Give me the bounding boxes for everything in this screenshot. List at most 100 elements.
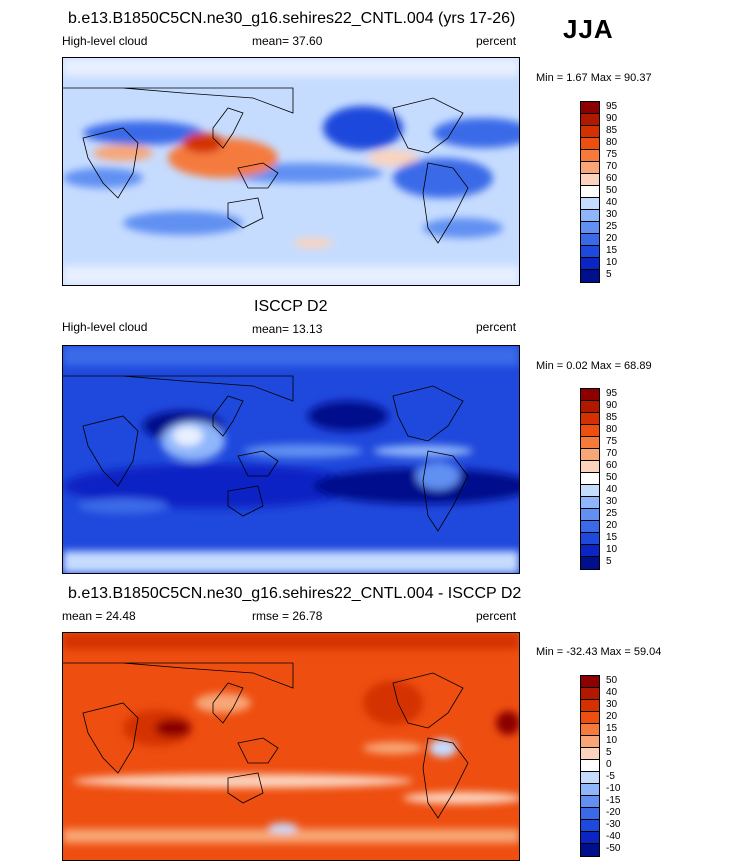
- colorbar-swatch: [581, 497, 599, 509]
- panel1-left-label: High-level cloud: [62, 34, 148, 48]
- colorbar-tick-label: 40: [606, 197, 618, 208]
- colorbar-tick-label: 60: [606, 173, 618, 184]
- colorbar-tick-label: 90: [606, 113, 618, 124]
- colorbar-swatch: [581, 521, 599, 533]
- colorbar-tick-label: 20: [606, 233, 618, 244]
- colorbar-tick-label: 80: [606, 424, 618, 435]
- colorbar-swatch: [581, 533, 599, 545]
- colorbar-tick-label: 0: [606, 759, 612, 770]
- colorbar-tick-label: 50: [606, 472, 618, 483]
- colorbar-tick-label: 15: [606, 245, 618, 256]
- colorbar-swatch: [581, 712, 599, 724]
- colorbar-tick-label: 15: [606, 723, 618, 734]
- colorbar-swatch: [581, 485, 599, 497]
- colorbar-swatch: [581, 676, 599, 688]
- panel2-map: [62, 345, 520, 574]
- colorbar-tick-label: 20: [606, 711, 618, 722]
- panel1-map-field: [63, 58, 519, 285]
- colorbar-swatch: [581, 748, 599, 760]
- panel3-mean: mean = 24.48: [62, 609, 136, 623]
- colorbar-tick-label: -15: [606, 795, 621, 806]
- colorbar-swatch: [581, 700, 599, 712]
- colorbar-tick-label: 5: [606, 556, 612, 567]
- colorbar-tick-label: -30: [606, 819, 621, 830]
- panel2-minmax: Min = 0.02 Max = 68.89: [536, 360, 652, 372]
- colorbar-tick-label: -20: [606, 807, 621, 818]
- colorbar-swatch: [581, 557, 599, 569]
- colorbar-tick-label: -50: [606, 843, 621, 854]
- colorbar-tick-label: 90: [606, 400, 618, 411]
- panel3-units: percent: [476, 609, 517, 623]
- panel3-title: b.e13.B1850C5CN.ne30_g16.sehires22_CNTL.…: [68, 585, 522, 602]
- colorbar-swatch: [581, 258, 599, 270]
- panel3-map-field: [63, 633, 519, 860]
- colorbar-swatch: [581, 126, 599, 138]
- colorbar-tick-label: 60: [606, 460, 618, 471]
- colorbar-swatch: [581, 401, 599, 413]
- panel2-map-field: [63, 346, 519, 573]
- season-label: JJA: [563, 14, 614, 44]
- panel3-rmse: rmse = 26.78: [252, 609, 323, 623]
- colorbar-tick-label: -40: [606, 831, 621, 842]
- panel1-colorbar: [580, 101, 600, 283]
- colorbar-swatch: [581, 150, 599, 162]
- colorbar-tick-label: 50: [606, 185, 618, 196]
- panel2-title: ISCCP D2: [254, 298, 328, 315]
- colorbar-tick-label: 10: [606, 735, 618, 746]
- colorbar-swatch: [581, 820, 599, 832]
- colorbar-swatch: [581, 784, 599, 796]
- colorbar-tick-label: 10: [606, 544, 618, 555]
- colorbar-tick-label: 25: [606, 221, 618, 232]
- colorbar-tick-label: 85: [606, 125, 618, 136]
- colorbar-swatch: [581, 736, 599, 748]
- colorbar-swatch: [581, 545, 599, 557]
- colorbar-swatch: [581, 844, 599, 856]
- panel1-minmax: Min = 1.67 Max = 90.37: [536, 72, 652, 84]
- colorbar-swatch: [581, 138, 599, 150]
- colorbar-swatch: [581, 796, 599, 808]
- colorbar-tick-label: 15: [606, 532, 618, 543]
- colorbar-swatch: [581, 174, 599, 186]
- panel1-title: b.e13.B1850C5CN.ne30_g16.sehires22_CNTL.…: [68, 10, 516, 27]
- colorbar-tick-label: 40: [606, 484, 618, 495]
- colorbar-tick-label: 40: [606, 687, 618, 698]
- panel2-units: percent: [476, 320, 517, 334]
- colorbar-swatch: [581, 102, 599, 114]
- colorbar-tick-label: 5: [606, 269, 612, 280]
- panel3-minmax: Min = -32.43 Max = 59.04: [536, 646, 662, 658]
- colorbar-tick-label: 5: [606, 747, 612, 758]
- colorbar-tick-label: 95: [606, 101, 618, 112]
- colorbar-swatch: [581, 246, 599, 258]
- colorbar-tick-label: -5: [606, 771, 615, 782]
- colorbar-swatch: [581, 437, 599, 449]
- panel2-colorbar: [580, 388, 600, 570]
- colorbar-swatch: [581, 724, 599, 736]
- panel1-units: percent: [476, 34, 517, 48]
- colorbar-swatch: [581, 461, 599, 473]
- colorbar-tick-label: 20: [606, 520, 618, 531]
- panel3-colorbar: [580, 675, 600, 857]
- colorbar-tick-label: -10: [606, 783, 621, 794]
- panel1-mean: mean= 37.60: [252, 34, 323, 48]
- colorbar-tick-label: 10: [606, 257, 618, 268]
- colorbar-tick-label: 25: [606, 508, 618, 519]
- colorbar-swatch: [581, 449, 599, 461]
- colorbar-tick-label: 70: [606, 448, 618, 459]
- colorbar-swatch: [581, 760, 599, 772]
- colorbar-swatch: [581, 473, 599, 485]
- colorbar-tick-label: 30: [606, 699, 618, 710]
- colorbar-swatch: [581, 186, 599, 198]
- colorbar-swatch: [581, 234, 599, 246]
- colorbar-swatch: [581, 198, 599, 210]
- colorbar-swatch: [581, 389, 599, 401]
- colorbar-swatch: [581, 413, 599, 425]
- colorbar-tick-label: 30: [606, 209, 618, 220]
- colorbar-tick-label: 75: [606, 149, 618, 160]
- colorbar-swatch: [581, 832, 599, 844]
- panel1-map: [62, 57, 520, 286]
- panel2-left-label: High-level cloud: [62, 320, 148, 334]
- colorbar-swatch: [581, 210, 599, 222]
- colorbar-tick-label: 30: [606, 496, 618, 507]
- panel2-mean: mean= 13.13: [252, 322, 323, 336]
- colorbar-swatch: [581, 270, 599, 282]
